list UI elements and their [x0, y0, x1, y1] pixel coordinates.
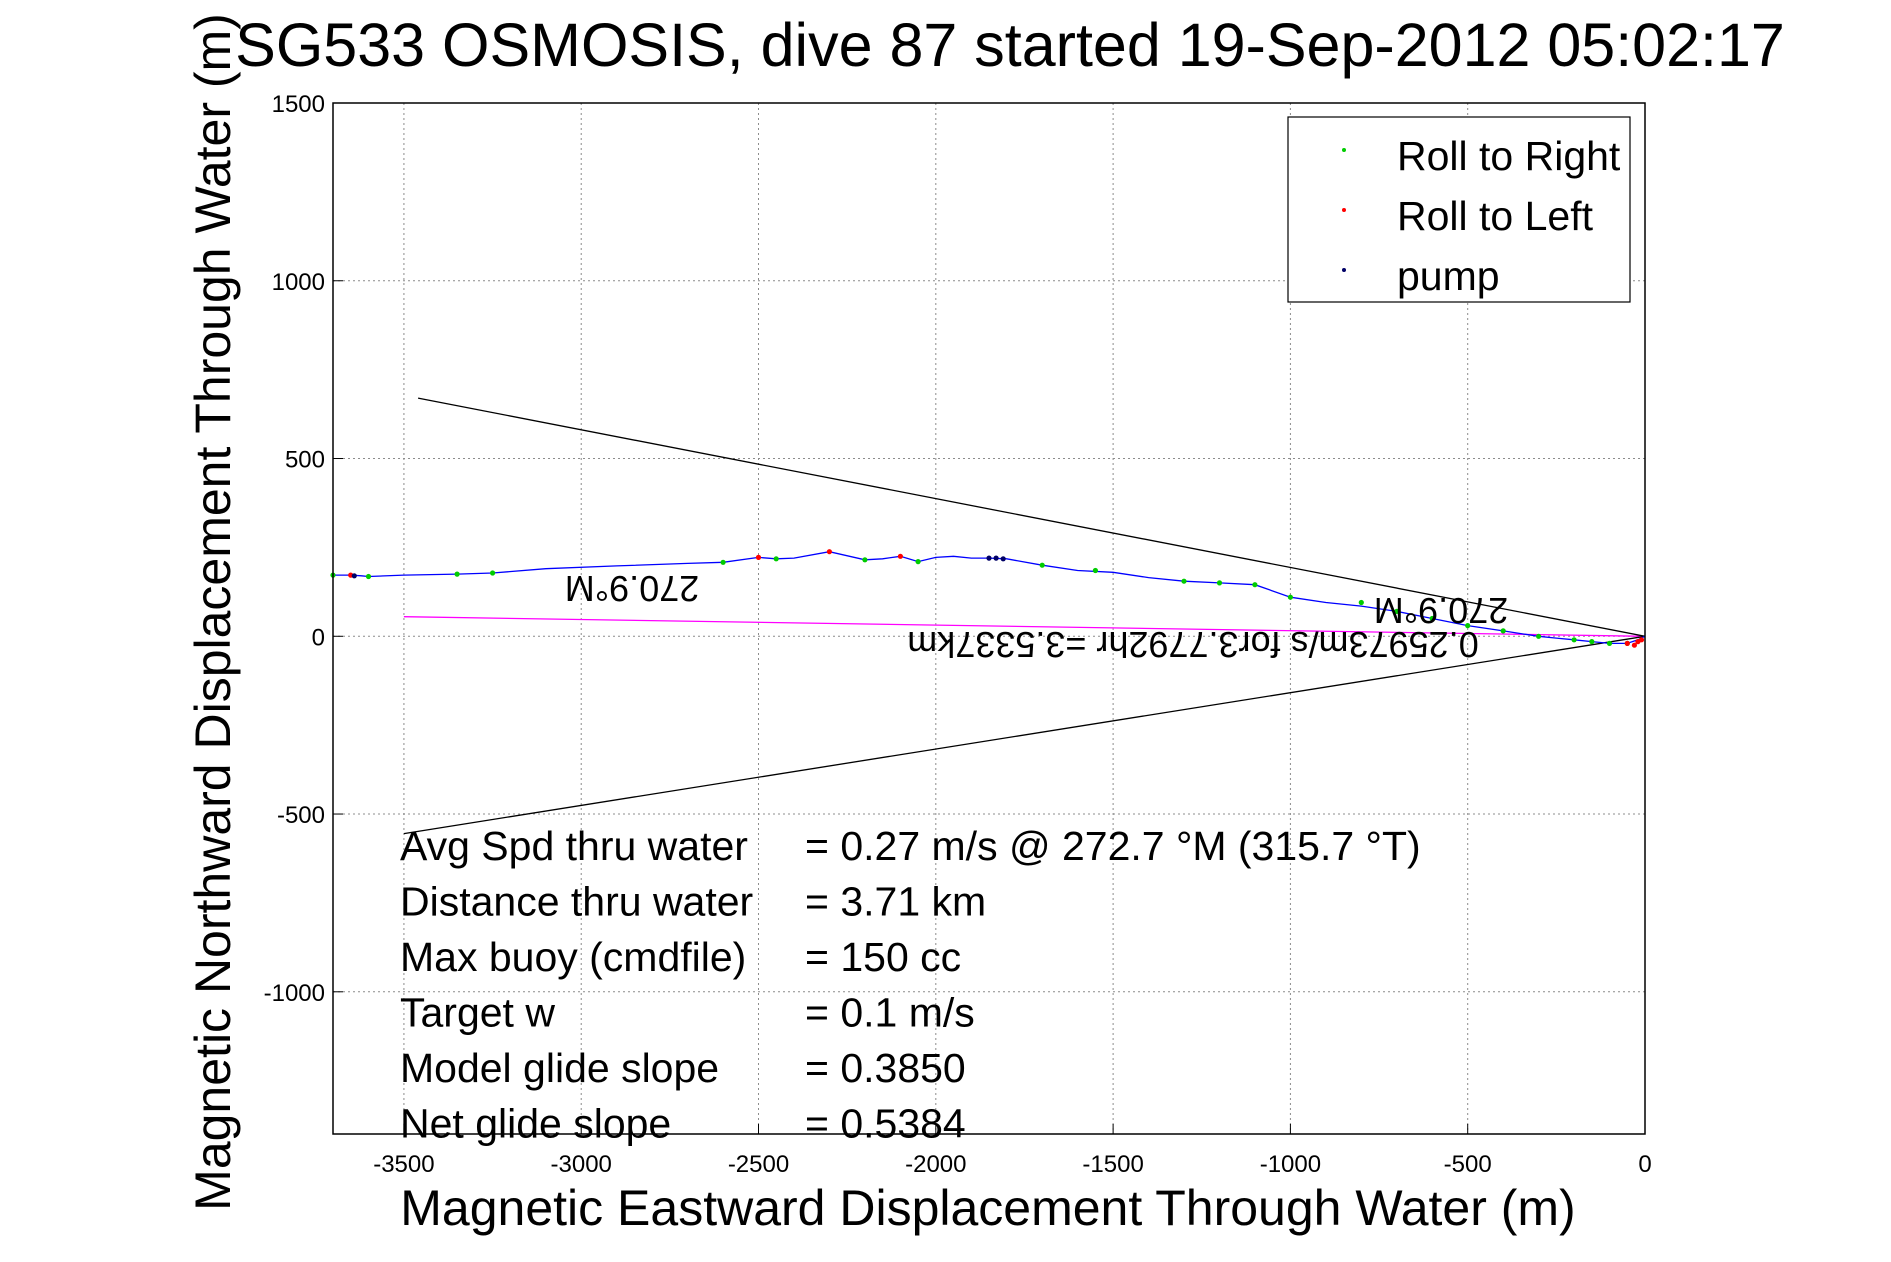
lower-bound-line	[403, 635, 1646, 835]
legend-marker-pump	[1342, 268, 1346, 272]
roll-left-point	[755, 554, 762, 561]
plot-frame	[332, 102, 1646, 1135]
roll-left-point	[826, 549, 833, 555]
y-tick-label: 1000	[272, 269, 325, 296]
roll-right-point	[1092, 567, 1098, 574]
markers	[330, 549, 1645, 648]
stat-label: Net glide slope	[400, 1101, 671, 1147]
roll-right-point	[773, 556, 779, 562]
x-tick-label: -3000	[551, 1151, 612, 1178]
net-displacement-line	[403, 616, 1646, 637]
x-tick-label: -500	[1444, 1151, 1492, 1178]
stat-value: = 0.1 m/s	[805, 990, 975, 1036]
stat-value: = 3.71 km	[805, 879, 986, 925]
roll-left-point	[1624, 640, 1630, 647]
x-tick-label: 0	[1638, 1151, 1651, 1178]
roll-right-point	[1606, 640, 1613, 647]
roll-right-point	[1252, 582, 1258, 588]
legend-marker-roll-left	[1342, 208, 1346, 212]
roll-right-point	[1039, 562, 1045, 568]
stat-value: = 0.5384	[805, 1101, 966, 1147]
y-tick-label: -500	[277, 802, 325, 829]
stat-label: Model glide slope	[400, 1045, 719, 1091]
x-tick-label: -3500	[373, 1151, 434, 1178]
x-axis-label: Magnetic Eastward Displacement Through W…	[400, 1180, 1575, 1236]
stat-label: Distance thru water	[400, 879, 753, 925]
upper-bound-line	[417, 397, 1646, 637]
roll-left-point	[1631, 642, 1637, 648]
roll-right-point	[720, 559, 726, 565]
stat-label: Avg Spd thru water	[400, 823, 748, 869]
roll-right-point	[1394, 608, 1400, 615]
roll-right-point	[1500, 628, 1506, 634]
ticks: -3500 -3000 -2500 -2000 -1500 -1000 -500 0 -1000…	[264, 91, 1652, 1178]
legend: Roll to Right Roll to Left pump	[1287, 116, 1631, 303]
roll-left-point	[897, 553, 904, 559]
stat-label: Target w	[400, 990, 555, 1036]
roll-right-point	[1465, 623, 1471, 629]
roll-right-point	[915, 559, 921, 565]
stat-value: = 150 cc	[805, 934, 961, 980]
legend-label-roll-right: Roll to Right	[1397, 133, 1621, 179]
legend-label-roll-left: Roll to Left	[1397, 193, 1594, 239]
roll-right-point	[1429, 615, 1435, 622]
chart-title: SG533 OSMOSIS, dive 87 started 19-Sep-20…	[235, 11, 1785, 79]
y-tick-label: -1000	[264, 980, 325, 1007]
roll-right-point	[1571, 637, 1577, 643]
y-tick-label: 0	[312, 624, 325, 651]
heading-label-right: 270.9°M	[1374, 590, 1508, 631]
roll-right-point	[862, 557, 868, 563]
heading-label-left: 270.9°M	[565, 568, 699, 609]
speed-annotation: 0.25973m/s for3.7792hr =3.5337km	[907, 624, 1478, 665]
legend-label-pump: pump	[1397, 253, 1500, 299]
roll-right-point	[365, 573, 372, 580]
roll-right-point	[1358, 599, 1364, 606]
pump-point	[993, 555, 999, 561]
pump-point	[351, 573, 357, 579]
stat-label: Max buoy (cmdfile)	[400, 934, 746, 980]
legend-marker-roll-right	[1342, 148, 1346, 152]
x-tick-label: -2500	[728, 1151, 789, 1178]
y-axis-label: Magnetic Northward Displacement Through …	[185, 13, 241, 1211]
roll-right-point	[1589, 639, 1595, 645]
roll-right-point	[490, 570, 496, 576]
roll-right-point	[1216, 580, 1223, 586]
x-tick-label: -1000	[1260, 1151, 1321, 1178]
reference-lines	[403, 397, 1646, 835]
roll-right-point	[1536, 633, 1542, 639]
y-tick-label: 1500	[272, 91, 325, 118]
stats-block: Avg Spd thru water = 0.27 m/s @ 272.7 °M …	[400, 823, 1421, 1147]
x-tick-label: -2000	[905, 1151, 966, 1178]
pump-point	[986, 555, 992, 561]
stat-value: = 0.27 m/s @ 272.7 °M (315.7 °T)	[805, 823, 1421, 869]
roll-right-point	[1287, 594, 1293, 600]
roll-right-point	[454, 571, 460, 577]
pump-point	[1000, 556, 1006, 562]
stat-value: = 0.3850	[805, 1045, 966, 1091]
roll-right-point	[1181, 578, 1187, 584]
roll-left-point	[1638, 637, 1645, 643]
x-tick-label: -1500	[1082, 1151, 1143, 1178]
y-tick-label: 500	[285, 447, 325, 474]
